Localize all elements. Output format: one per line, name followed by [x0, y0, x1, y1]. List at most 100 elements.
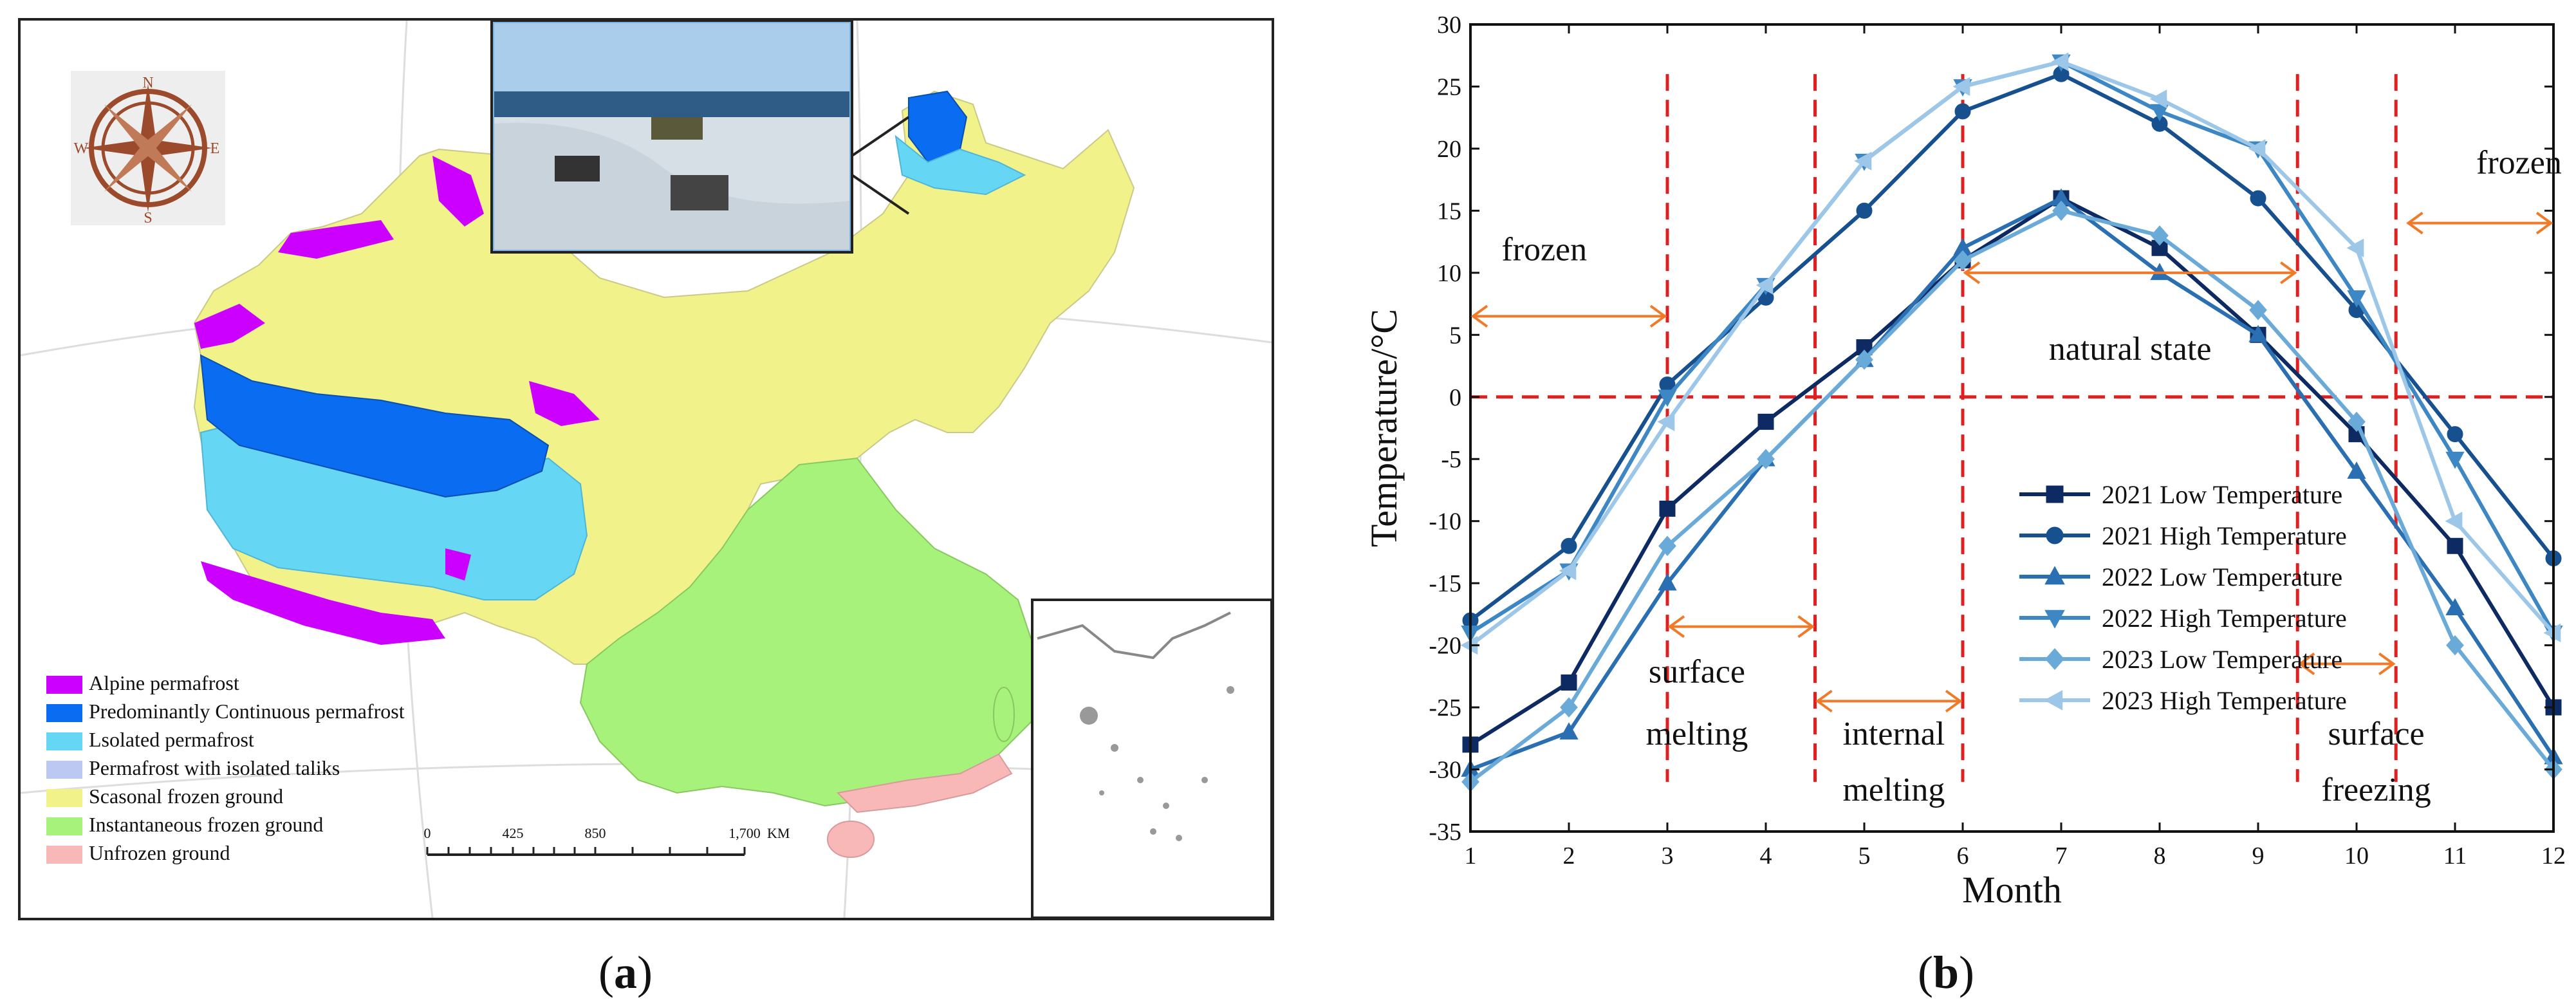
y-tick-label: 25: [1437, 73, 1461, 100]
series-layer: [1460, 52, 2563, 792]
legend-label: Instantaneous frozen ground: [89, 813, 323, 836]
map-region-instantaneous: [579, 457, 1052, 807]
legend-label: Permafrost with isolated taliks: [89, 756, 340, 779]
data-point: [2347, 461, 2366, 479]
data-point: [2348, 411, 2366, 432]
annotation-label: melting: [1842, 772, 1945, 808]
scale-tick-label: 1,700: [728, 825, 761, 841]
annotation-label: natural state: [2049, 331, 2212, 367]
legend-marker: [2044, 690, 2063, 711]
data-point: [1954, 103, 1971, 120]
range-arrow: [2297, 652, 2396, 676]
x-axis-label: Month: [1962, 869, 2062, 911]
y-tick-label: 30: [1437, 12, 1461, 39]
data-point: [2446, 635, 2464, 656]
legend-marker: [2046, 485, 2064, 503]
south-china-sea-inset: [1031, 599, 1272, 918]
data-point: [1658, 573, 1677, 591]
y-tick-label: -5: [1441, 446, 1461, 473]
legend-entry: 2023 Low Temperature: [2102, 645, 2342, 674]
map-region-northeast-isolated: [894, 135, 1026, 196]
legend-swatch: [46, 789, 82, 807]
annotation-label: freezing: [2321, 772, 2431, 808]
x-tick-label: 10: [2344, 842, 2369, 869]
data-point: [1560, 697, 1578, 718]
permafrost-map: N S E W: [21, 21, 1272, 918]
annotation-label: surface: [2328, 716, 2425, 752]
data-point: [2151, 225, 2169, 246]
scale-tick-label: 850: [585, 825, 606, 841]
compass-e: E: [210, 140, 220, 157]
compass-n: N: [142, 75, 153, 91]
series-line: [1469, 209, 2555, 784]
legend-swatch: [46, 761, 82, 779]
legend-marker: [2046, 526, 2064, 544]
map-taiwan: [993, 687, 1015, 742]
data-point: [1855, 349, 1873, 370]
data-point: [1952, 77, 1970, 97]
data-point: [2346, 238, 2364, 257]
legend-label: Alpine permafrost: [89, 671, 239, 694]
annotation-label: melting: [1645, 716, 1748, 752]
reference-lines: [1470, 74, 2553, 782]
data-point: [1756, 275, 1774, 295]
series-line: [1469, 71, 2555, 622]
x-tick-label: 7: [2055, 842, 2068, 869]
data-point: [1657, 412, 1675, 431]
y-tick-label: -15: [1429, 570, 1461, 597]
data-point: [2248, 324, 2268, 342]
map-region-alpine: [194, 156, 600, 645]
data-point: [1757, 449, 1775, 469]
annotation-label: internal: [1842, 716, 1945, 752]
map-hainan: [827, 821, 875, 858]
data-point: [2051, 52, 2069, 71]
y-tick-label: 10: [1437, 260, 1461, 287]
range-arrow: [1963, 261, 2297, 284]
x-tick-label: 2: [1563, 842, 1575, 869]
legend-swatch: [46, 817, 82, 835]
data-point: [2150, 104, 2169, 122]
range-arrow: [1470, 304, 1667, 328]
x-tick-label: 9: [2252, 842, 2265, 869]
legend-entry: 2022 High Temperature: [2102, 604, 2347, 633]
annotation-label: surface: [1649, 653, 1745, 690]
data-point: [2445, 451, 2465, 469]
legend-label: Lsolated permafrost: [89, 728, 254, 751]
x-tick-label: 8: [2154, 842, 2166, 869]
annotation-label: frozen: [1501, 232, 1587, 268]
compass-s: S: [144, 210, 152, 227]
legend-marker: [2045, 647, 2064, 671]
annotation-label: frozen: [2476, 145, 2562, 181]
x-tick-label: 4: [1760, 842, 1772, 869]
y-tick-label: 20: [1437, 136, 1461, 163]
temperature-chart-panel: -35 -30 -25 -20 -15 -10 -5 0 5 10 15 20 25 30 1 2 3 4 5 6 7 8…: [1326, 0, 2576, 946]
plot-frame: [1469, 23, 2555, 833]
map-region-continuous: [199, 354, 550, 498]
scale-tick-label: 0: [424, 825, 431, 841]
scale-bar: 0 425 850 1,700 KM: [424, 825, 790, 856]
legend-entry: 2021 High Temperature: [2102, 521, 2347, 550]
y-tick-label: 15: [1437, 198, 1461, 225]
data-point: [1856, 202, 1873, 219]
legend-entry: 2021 Low Temperature: [2102, 480, 2342, 509]
data-point: [1559, 722, 1579, 739]
data-point: [2445, 512, 2463, 531]
legend-swatch: [46, 846, 82, 864]
x-tick-label: 1: [1465, 842, 1477, 869]
series-5: [1461, 200, 2562, 792]
data-point: [1658, 389, 1677, 407]
data-point: [1561, 674, 1577, 691]
series-line: [1469, 196, 2555, 772]
series-3: [1461, 188, 2563, 777]
data-point: [2447, 537, 2463, 554]
caption-b: (b): [1918, 947, 1975, 998]
series-line: [1469, 59, 2555, 647]
legend-label: Predominantly Continuous permafrost: [89, 700, 405, 723]
permafrost-map-panel: N S E W: [18, 18, 1274, 920]
caption-a: (a): [598, 947, 653, 998]
legend-label: Unfrozen ground: [89, 841, 230, 864]
x-tick-label: 11: [2443, 842, 2467, 869]
data-point: [2347, 290, 2366, 308]
data-point: [1954, 250, 1972, 271]
